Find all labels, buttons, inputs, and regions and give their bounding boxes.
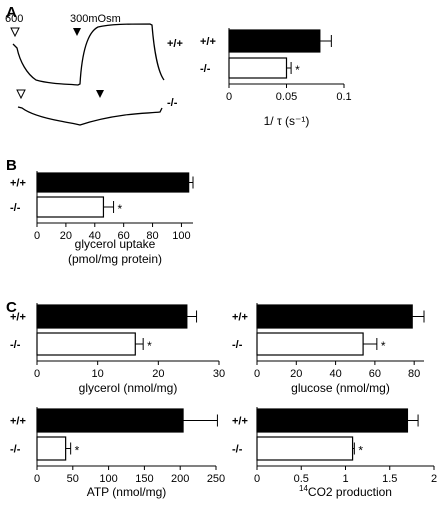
x-tick-label: 0 xyxy=(254,368,260,380)
open-arrowhead-wt xyxy=(10,27,20,38)
category-label: +/+ xyxy=(10,178,26,190)
x-tick-label: 20 xyxy=(152,368,164,380)
filled-arrowhead-ko xyxy=(96,90,104,98)
x-tick-label: 1 xyxy=(342,473,348,485)
significance-star: * xyxy=(381,339,386,353)
significance-star: * xyxy=(118,202,123,216)
x-axis-label-line2: (pmol/mg protein) xyxy=(68,252,162,266)
chart-a: +/+ -/- * 0 0.05 0.1 1/ τ (s⁻¹) xyxy=(200,28,352,128)
x-tick-label: 0.5 xyxy=(294,473,309,485)
x-tick-label: 0 xyxy=(34,368,40,380)
x-axis-label: 1/ τ (s⁻¹) xyxy=(264,114,310,128)
x-tick-label: 20 xyxy=(290,368,302,380)
x-axis-label: glucose (nmol/mg) xyxy=(291,381,390,395)
chart-c3: +/+ -/- * 0 50 100 150 200 250 ATP (nmol/mg) xyxy=(10,407,225,499)
filled-arrowhead-wt xyxy=(73,28,81,36)
x-tick-label: 200 xyxy=(171,473,189,485)
x-axis-label: glycerol uptake xyxy=(75,237,156,251)
x-tick-label: 80 xyxy=(146,230,158,242)
bar-wt xyxy=(36,304,188,329)
chart-c1: +/+ -/- * 0 10 20 30 glycerol (nmol/mg) xyxy=(10,303,225,395)
x-tick-label: 40 xyxy=(89,230,101,242)
x-tick-label: 10 xyxy=(92,368,104,380)
significance-star: * xyxy=(295,63,300,77)
fluorescence-trace-panel: 600 300mOsm +/+ -/- xyxy=(5,13,183,126)
x-tick-label: 0 xyxy=(34,230,40,242)
label-600-mosm: 600 xyxy=(5,13,23,25)
bar-charts: +/+-/- *0 0.05 0.11/ τ (s⁻¹)+/+-/- *0 20 40 60 8… xyxy=(10,28,437,499)
x-tick-label: 150 xyxy=(135,473,153,485)
x-tick-label: 250 xyxy=(207,473,225,485)
significance-star: * xyxy=(75,444,80,458)
x-tick-label: 0.1 xyxy=(336,91,351,103)
category-label: -/- xyxy=(200,63,211,75)
bar-ko xyxy=(36,436,67,461)
trace-label-ko: -/- xyxy=(167,97,178,109)
trace-label-wt: +/+ xyxy=(167,38,183,50)
bar-wt xyxy=(228,29,321,53)
x-tick-label: 60 xyxy=(118,230,130,242)
category-label: +/+ xyxy=(10,416,26,428)
x-tick-label: 50 xyxy=(67,473,79,485)
label-300-mosm: 300mOsm xyxy=(70,13,121,25)
bar-wt xyxy=(36,408,184,433)
x-tick-label: 0 xyxy=(254,473,260,485)
x-tick-label: 100 xyxy=(172,230,190,242)
panel-label-b: B xyxy=(6,157,17,174)
x-tick-label: 20 xyxy=(60,230,72,242)
x-tick-label: 0.05 xyxy=(276,91,297,103)
chart-c2: +/+ -/- * 0 20 40 60 80 glucose (nmol/mg) xyxy=(232,303,425,395)
x-axis-label: 14CO2 production xyxy=(299,484,392,499)
panel-label-a: A xyxy=(6,4,17,21)
x-tick-label: 1.5 xyxy=(382,473,397,485)
bar-ko xyxy=(228,57,288,79)
category-label: -/- xyxy=(10,444,21,456)
trace-wt xyxy=(12,23,165,86)
bar-wt xyxy=(36,172,190,193)
category-label: -/- xyxy=(232,339,243,351)
x-tick-label: 40 xyxy=(329,368,341,380)
x-tick-label: 60 xyxy=(369,368,381,380)
x-tick-label: 30 xyxy=(213,368,225,380)
x-axis-label: ATP (nmol/mg) xyxy=(87,485,167,499)
category-label: +/+ xyxy=(10,312,26,324)
chart-b: +/+ -/- * 0 20 40 60 80 100 glycerol uptake(pmol/… xyxy=(10,171,194,266)
category-label: +/+ xyxy=(232,416,248,428)
x-tick-label: 0 xyxy=(34,473,40,485)
panel-label-c: C xyxy=(6,299,17,316)
bar-ko xyxy=(256,436,354,461)
x-tick-label: 100 xyxy=(99,473,117,485)
significance-star: * xyxy=(358,444,363,458)
x-tick-label: 2 xyxy=(431,473,437,485)
bar-ko xyxy=(36,332,136,356)
category-label: +/+ xyxy=(200,36,216,48)
x-axis-label: glycerol (nmol/mg) xyxy=(79,381,178,395)
bar-ko xyxy=(36,196,105,218)
open-arrowhead-ko xyxy=(16,89,26,100)
bar-wt xyxy=(256,304,413,329)
significance-star: * xyxy=(147,339,152,353)
bar-wt xyxy=(256,408,409,433)
x-tick-label: 0 xyxy=(226,91,232,103)
bar-ko xyxy=(256,332,364,356)
trace-ko xyxy=(17,106,163,126)
category-label: +/+ xyxy=(232,312,248,324)
chart-c4: +/+ -/- * 0 0.5 1 1.5 2 14CO2 production xyxy=(232,407,437,499)
category-label: -/- xyxy=(10,339,21,351)
category-label: -/- xyxy=(232,444,243,456)
x-tick-label: 80 xyxy=(408,368,420,380)
category-label: -/- xyxy=(10,202,21,214)
